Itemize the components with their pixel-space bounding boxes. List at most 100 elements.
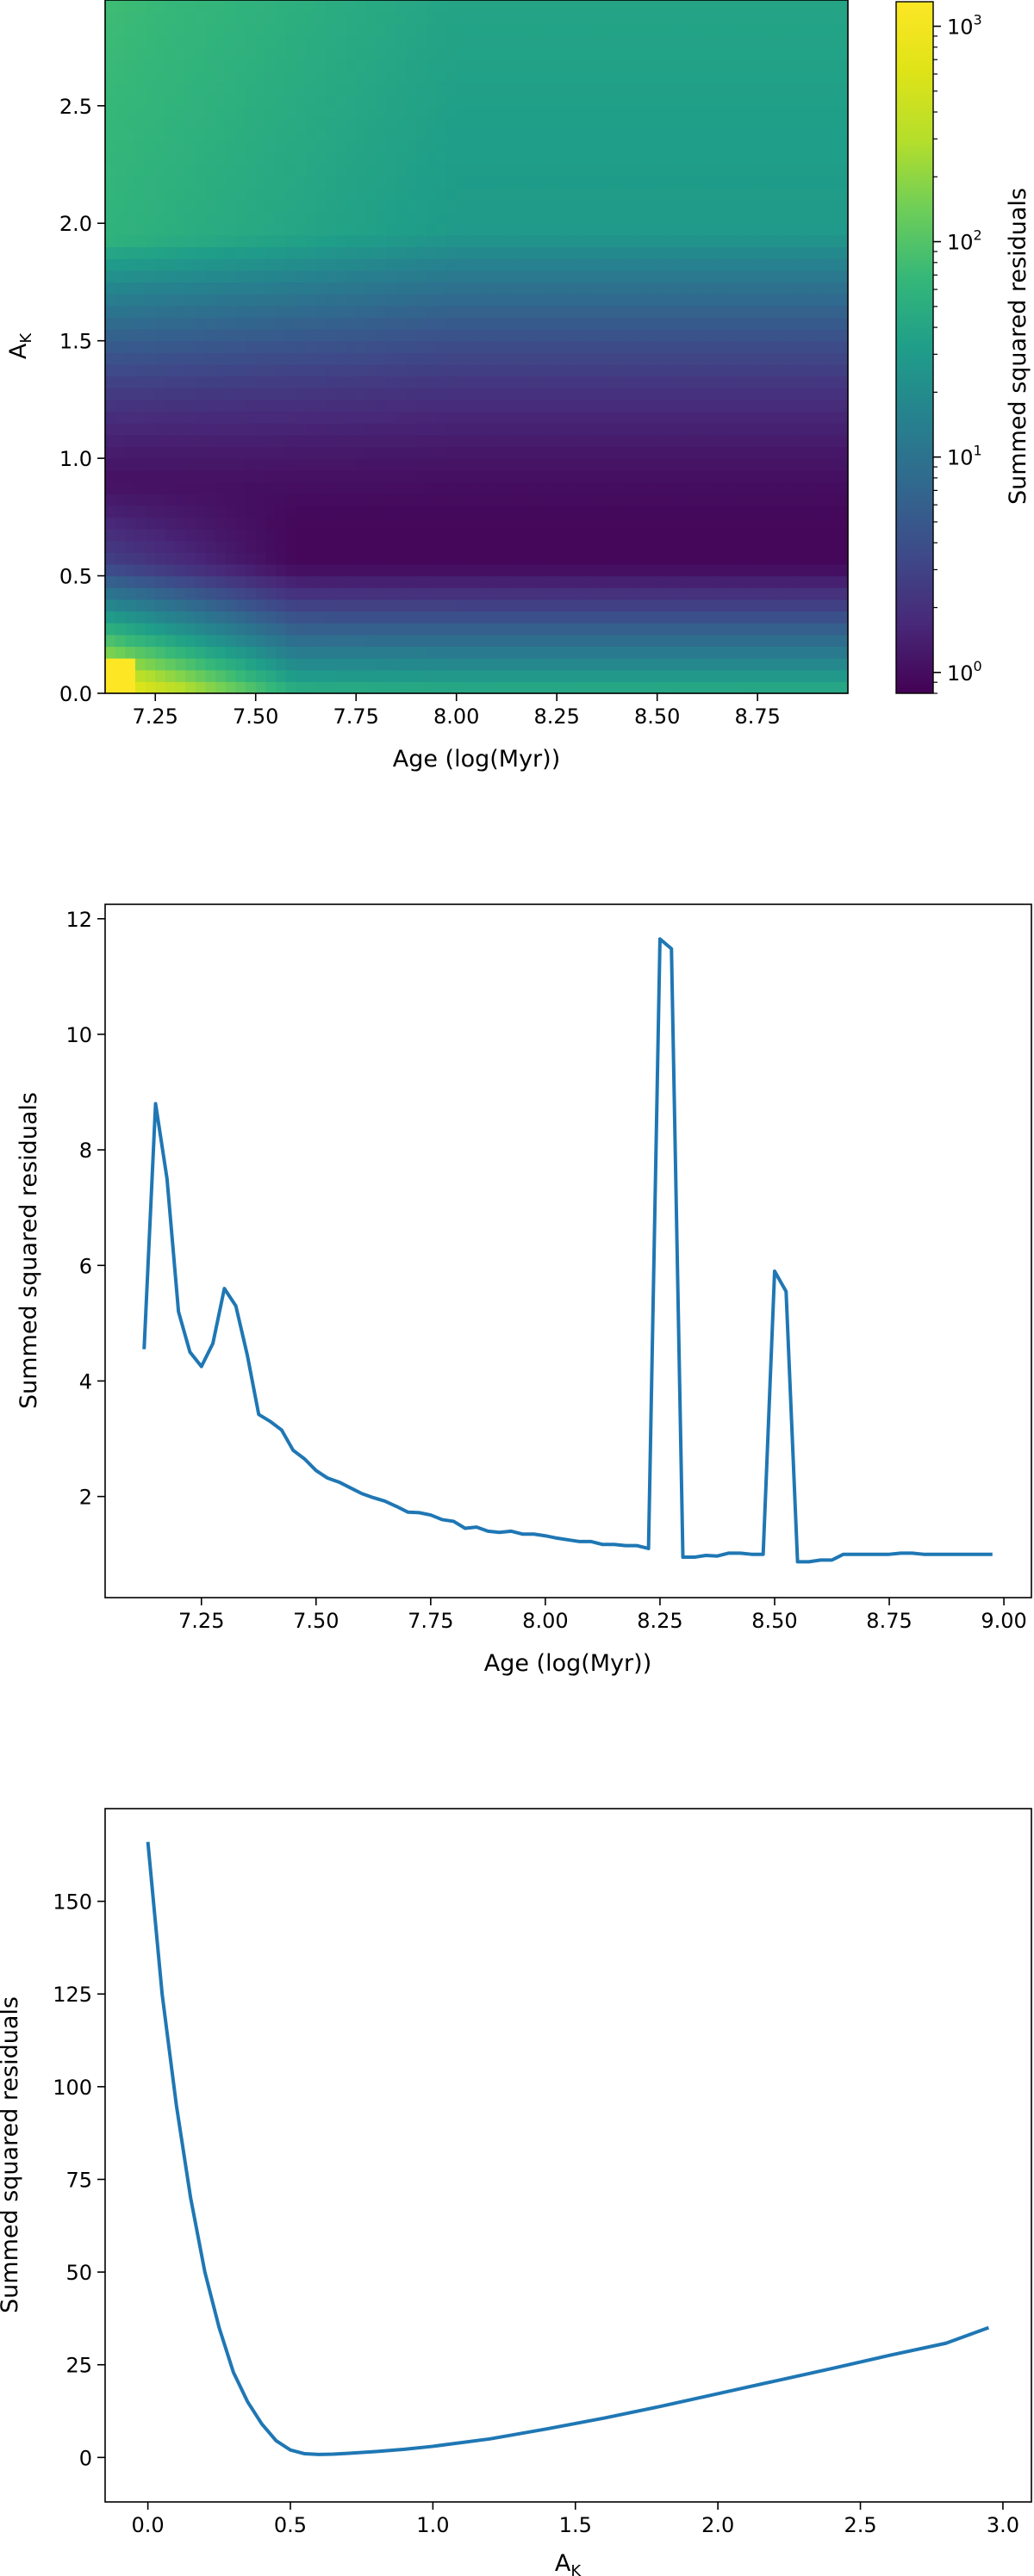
heatmap-cell [305,352,317,365]
heatmap-cell [365,258,377,271]
heatmap-cell [165,363,177,377]
heatmap-cell [496,563,508,577]
heatmap-cell [576,164,588,177]
heatmap-cell [145,505,156,518]
heatmap-cell [396,352,408,365]
heatmap-cell [617,270,628,283]
heatmap-cell [296,434,307,448]
heatmap-cell [596,681,608,694]
heatmap-cell [516,11,527,24]
heatmap-cell [134,117,146,130]
heatmap-cell [667,528,678,542]
heatmap-cell [155,434,166,448]
heatmap-cell [305,211,317,224]
heatmap-cell [667,199,678,213]
heatmap-cell [296,234,307,248]
ak-plot-x-tick-label: 2.0 [701,2513,734,2537]
heatmap-cell [657,152,668,165]
heatmap-cell [185,411,196,424]
heatmap-cell [195,388,207,400]
heatmap-cell [496,152,508,165]
heatmap-cell [255,94,266,107]
heatmap-cell [777,34,788,48]
heatmap-cell [356,294,367,307]
heatmap-cell [697,47,708,59]
heatmap-cell [195,70,207,84]
heatmap-cell [376,270,387,283]
heatmap-cell [346,105,357,119]
heatmap-cell [546,34,557,48]
heatmap-cell [356,23,367,36]
heatmap-cell [406,587,417,600]
heatmap-cell [235,223,246,236]
heatmap-cell [807,129,819,142]
heatmap-cell [707,587,719,600]
heatmap-cell [195,340,207,353]
heatmap-cell [657,623,668,636]
heatmap-cell [717,352,728,365]
heatmap-cell [276,481,287,494]
heatmap-cell [496,117,508,130]
heatmap-cell [246,646,257,659]
heatmap-cell [416,164,427,177]
heatmap-cell [134,152,146,165]
heatmap-cell [406,94,417,107]
heatmap-cell [496,481,508,494]
heatmap-cell [818,458,829,471]
heatmap-cell [406,681,417,694]
heatmap-cell [687,234,698,248]
heatmap-cell [225,164,237,177]
heatmap-cell [185,34,196,48]
heatmap-cell [446,0,458,13]
heatmap-cell [406,23,417,36]
heatmap-cell [326,11,337,24]
heatmap-cell [436,129,447,142]
heatmap-cell [717,294,728,307]
heatmap-cell [687,23,698,36]
heatmap-cell [557,176,568,189]
heatmap-cell [436,246,447,259]
heatmap-cell [797,363,809,377]
heatmap-cell [456,11,467,24]
heatmap-cell [676,70,688,84]
heatmap-cell [727,423,738,436]
heatmap-cell [557,246,568,259]
heatmap-cell [496,611,508,624]
heatmap-cell [757,176,769,189]
heatmap-cell [536,517,548,530]
heatmap-cell [446,47,458,59]
heatmap-cell [225,152,237,165]
heatmap-cell [486,340,497,353]
heatmap-cell [607,152,618,165]
heatmap-cell [827,234,838,248]
heatmap-cell [225,329,237,342]
heatmap-cell [235,258,246,271]
heatmap-cell [255,575,266,588]
heatmap-cell [326,47,337,59]
heatmap-cell [305,199,317,213]
heatmap-cell [165,411,177,424]
heatmap-cell [276,599,287,612]
heatmap-cell [205,199,216,213]
heatmap-cell [356,563,367,577]
heatmap-cell [667,282,678,295]
heatmap-cell [285,117,296,130]
heatmap-cell [536,282,548,295]
heatmap-cell [296,623,307,636]
heatmap-cell [215,623,227,636]
heatmap-cell [687,423,698,436]
heatmap-cell [486,517,497,530]
heatmap-cell [356,258,367,271]
heatmap-cell [205,282,216,295]
heatmap-cell [526,446,538,459]
heatmap-cell [506,47,518,59]
heatmap-cell [546,270,557,283]
heatmap-cell [626,681,638,694]
heatmap-cell [376,458,387,471]
heatmap-cell [125,623,136,636]
heatmap-cell [737,481,749,494]
heatmap-cell [456,611,467,624]
heatmap-cell [436,611,447,624]
heatmap-cell [265,282,277,295]
heatmap-cell [546,11,557,24]
